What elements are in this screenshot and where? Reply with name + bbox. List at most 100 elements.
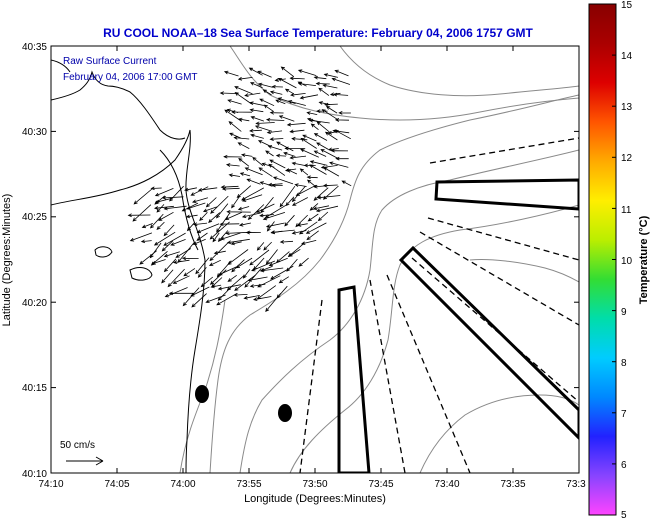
- current-arrow: [213, 250, 226, 255]
- current-arrow: [205, 294, 226, 303]
- current-arrow: [161, 195, 184, 200]
- current-arrow: [313, 187, 329, 201]
- current-arrow: [139, 250, 157, 265]
- colorbar-tick-label: 8: [621, 358, 627, 369]
- current-arrow: [237, 76, 253, 81]
- current-arrow: [298, 257, 309, 267]
- current-arrow: [289, 76, 305, 81]
- island-2: [94, 246, 113, 258]
- current-arrow: [227, 99, 242, 105]
- current-arrow: [312, 205, 330, 211]
- annotation-line-2: February 04, 2006 17:00 GMT: [63, 72, 198, 83]
- x-tick-label: 73:55: [236, 479, 261, 490]
- y-tick-label: 40:15: [22, 383, 47, 394]
- current-arrow: [280, 66, 295, 78]
- current-arrow: [322, 83, 338, 89]
- current-arrow: [259, 98, 275, 107]
- current-arrow: [255, 203, 275, 213]
- current-arrow: [217, 284, 241, 291]
- current-arrow: [306, 230, 319, 241]
- current-arrow: [155, 197, 174, 204]
- current-arrow: [310, 123, 319, 131]
- current-arrow: [237, 206, 250, 211]
- current-arrow: [259, 213, 274, 218]
- current-arrow: [209, 242, 229, 262]
- current-arrow: [288, 248, 301, 257]
- current-arrow: [286, 169, 298, 175]
- current-arrow: [284, 88, 294, 95]
- current-arrow: [197, 187, 218, 192]
- current-arrow: [305, 222, 327, 234]
- current-arrow: [233, 293, 248, 297]
- current-arrow: [276, 141, 294, 152]
- current-arrow: [300, 240, 317, 245]
- current-arrow: [252, 156, 264, 167]
- current-arrow: [192, 197, 209, 204]
- current-arrow: [168, 291, 195, 296]
- current-arrow: [316, 121, 330, 133]
- current-arrow: [269, 90, 283, 95]
- current-arrow: [279, 185, 296, 208]
- current-arrow: [272, 176, 294, 185]
- dashed-line-6: [429, 137, 579, 164]
- current-arrow: [238, 222, 251, 227]
- current-arrow: [249, 249, 270, 266]
- current-arrow: [306, 111, 318, 115]
- current-arrow: [315, 81, 330, 86]
- x-tick-label: 73:45: [368, 479, 393, 490]
- current-arrow: [257, 82, 273, 88]
- current-arrow: [284, 214, 295, 227]
- current-arrow: [230, 241, 242, 246]
- current-arrow: [271, 84, 283, 89]
- colorbar-bar: [588, 3, 617, 516]
- contour-line-4: [419, 394, 579, 473]
- current-arrow: [316, 195, 341, 200]
- current-arrow: [156, 221, 165, 231]
- surface-current-vectors: [127, 66, 352, 312]
- current-arrow: [243, 295, 260, 300]
- contour-line-6: [339, 46, 579, 97]
- current-arrow: [248, 67, 263, 76]
- current-arrow: [202, 206, 217, 213]
- current-arrow: [210, 284, 222, 289]
- current-arrow: [316, 142, 329, 150]
- current-arrow: [172, 275, 190, 284]
- current-arrow: [251, 260, 276, 272]
- current-arrow: [225, 163, 240, 167]
- current-arrow: [247, 204, 265, 221]
- current-arrow: [199, 212, 208, 222]
- current-arrow: [196, 223, 220, 234]
- current-arrow: [249, 108, 264, 113]
- current-arrow: [268, 257, 288, 267]
- current-arrow: [161, 269, 174, 284]
- site-marker-2: [278, 404, 292, 422]
- current-arrow: [322, 183, 338, 188]
- contour-line-8: [469, 259, 579, 283]
- current-arrow: [235, 257, 253, 269]
- current-arrow: [277, 77, 297, 89]
- beam-horizontal: [434, 178, 579, 211]
- current-arrow: [265, 249, 278, 265]
- current-arrow: [221, 187, 240, 191]
- current-arrow: [306, 175, 318, 180]
- current-arrow: [249, 283, 266, 288]
- island-1: [129, 267, 153, 281]
- current-arrow: [334, 129, 351, 140]
- current-arrow: [154, 188, 174, 197]
- colorbar-tick-label: 13: [621, 102, 633, 113]
- current-arrow: [197, 267, 207, 278]
- axis-ticks: [50, 45, 580, 474]
- dashed-line-1: [299, 299, 323, 473]
- current-arrow: [196, 232, 208, 241]
- dashed-line-5: [427, 217, 579, 261]
- y-tick-label: 40:10: [22, 469, 47, 480]
- y-axis-label: Latitude (Degrees:Minutes): [1, 194, 13, 327]
- current-arrow: [129, 232, 153, 242]
- current-arrow: [209, 221, 230, 240]
- y-tick-label: 40:35: [22, 42, 47, 53]
- current-arrow: [335, 156, 349, 161]
- current-arrow: [185, 214, 198, 219]
- current-arrow: [297, 69, 317, 76]
- current-arrow: [338, 111, 351, 115]
- x-tick-label: 73:35: [500, 479, 525, 490]
